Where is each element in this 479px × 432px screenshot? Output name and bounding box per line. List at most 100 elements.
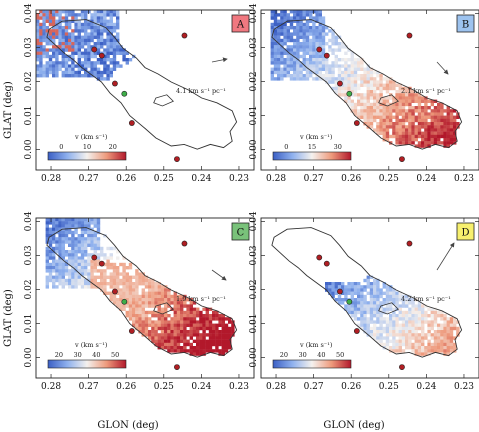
velocity-pixel — [270, 58, 274, 62]
velocity-pixel — [385, 333, 390, 337]
velocity-pixel — [132, 291, 136, 295]
velocity-pixel — [430, 109, 434, 113]
velocity-pixel — [122, 54, 126, 59]
velocity-pixel — [61, 240, 65, 244]
velocity-pixel — [392, 349, 396, 353]
velocity-pixel — [417, 144, 422, 148]
velocity-pixel — [90, 240, 94, 244]
velocity-pixel — [347, 307, 351, 311]
velocity-pixel — [344, 64, 348, 68]
velocity-pixel — [160, 323, 165, 327]
velocity-pixel — [122, 269, 126, 273]
velocity-pixel — [93, 224, 97, 228]
velocity-pixel — [440, 326, 444, 331]
velocity-pixel — [398, 342, 402, 347]
velocity-pixel — [93, 22, 97, 27]
velocity-pixel — [84, 38, 88, 43]
velocity-pixel — [347, 291, 351, 295]
velocity-pixel — [132, 298, 136, 302]
colorbar-tick-label: 30 — [334, 143, 342, 151]
velocity-pixel — [341, 42, 345, 46]
velocity-pixel — [109, 74, 113, 78]
velocity-pixel — [77, 38, 81, 43]
velocity-pixel — [64, 74, 69, 78]
velocity-pixel — [112, 294, 117, 299]
velocity-pixel — [305, 10, 310, 14]
velocity-pixel — [122, 58, 126, 62]
velocity-pixel — [74, 38, 78, 43]
velocity-pixel — [382, 342, 386, 347]
velocity-pixel — [160, 291, 165, 295]
velocity-pixel — [443, 336, 447, 340]
velocity-pixel — [350, 301, 354, 305]
velocity-pixel — [77, 13, 81, 17]
velocity-pixel — [363, 314, 367, 318]
velocity-pixel — [280, 77, 284, 81]
velocity-pixel — [205, 346, 209, 350]
velocity-pixel — [392, 346, 396, 350]
velocity-pixel — [427, 352, 431, 356]
velocity-pixel — [302, 35, 306, 39]
velocity-pixel — [379, 80, 383, 84]
velocity-pixel — [61, 246, 65, 251]
velocity-pixel — [357, 294, 361, 299]
velocity-pixel — [369, 317, 374, 321]
velocity-pixel — [408, 339, 412, 343]
velocity-pixel — [199, 320, 203, 324]
x-tick-label: 0.24 — [416, 174, 436, 184]
velocity-pixel — [36, 74, 40, 78]
velocity-pixel — [84, 266, 88, 270]
velocity-pixel — [52, 259, 56, 263]
velocity-pixel — [116, 282, 120, 286]
velocity-pixel — [71, 70, 75, 75]
velocity-pixel — [318, 54, 322, 59]
velocity-pixel — [71, 67, 75, 71]
velocity-pixel — [408, 307, 412, 311]
velocity-pixel — [106, 58, 110, 62]
velocity-pixel — [96, 61, 101, 65]
velocity-pixel — [373, 278, 377, 283]
velocity-pixel — [373, 118, 377, 123]
velocity-pixel — [125, 294, 129, 299]
velocity-pixel — [64, 237, 69, 241]
velocity-pixel — [48, 275, 53, 279]
colorbar-tick-label: 40 — [317, 351, 325, 359]
velocity-pixel — [68, 32, 72, 36]
velocity-pixel — [52, 227, 56, 231]
velocity-pixel — [379, 93, 383, 97]
velocity-pixel — [52, 262, 56, 267]
colorbar-tick-label: 0 — [284, 143, 288, 151]
colorbar-tick-label: 30 — [73, 351, 81, 359]
velocity-pixel — [344, 70, 348, 75]
velocity-pixel — [202, 352, 206, 356]
velocity-pixel — [96, 275, 101, 279]
velocity-pixel — [369, 301, 374, 305]
velocity-pixel — [309, 45, 313, 49]
velocity-pixel — [385, 106, 390, 110]
velocity-pixel — [221, 333, 225, 337]
velocity-pixel — [196, 336, 200, 340]
velocity-pixel — [48, 234, 53, 238]
velocity-pixel — [456, 112, 460, 116]
velocity-pixel — [309, 16, 313, 20]
velocity-pixel — [84, 64, 88, 68]
velocity-pixel — [373, 93, 377, 97]
velocity-pixel — [148, 285, 152, 289]
velocity-pixel — [45, 42, 49, 46]
velocity-pixel — [90, 19, 94, 23]
velocity-pixel — [96, 70, 101, 75]
velocity-pixel — [64, 16, 69, 20]
velocity-pixel — [430, 99, 434, 103]
velocity-pixel — [77, 282, 81, 286]
velocity-pixel — [167, 339, 171, 343]
velocity-pixel — [414, 330, 418, 334]
velocity-pixel — [433, 122, 438, 126]
velocity-pixel — [55, 272, 59, 276]
velocity-pixel — [160, 310, 165, 315]
velocity-pixel — [296, 22, 300, 27]
velocity-pixel — [417, 320, 422, 324]
velocity-pixel — [337, 93, 342, 97]
velocity-pixel — [440, 333, 444, 337]
velocity-pixel — [74, 29, 78, 33]
red-marker — [181, 32, 188, 39]
